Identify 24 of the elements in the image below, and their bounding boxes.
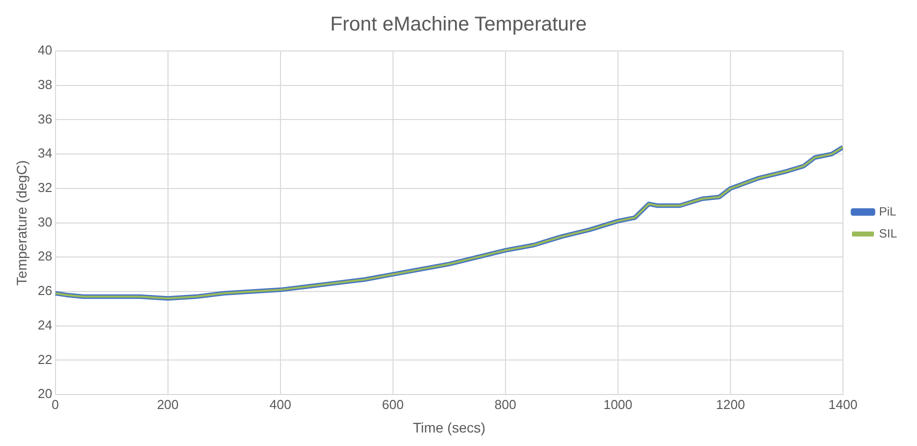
x-tick-label: 1400 <box>828 396 858 412</box>
y-tick-label: 38 <box>38 76 52 92</box>
x-tick-label: 600 <box>382 396 404 412</box>
legend-label: PiL <box>878 204 897 218</box>
x-tick-label: 1200 <box>716 396 745 412</box>
x-tick-label: 400 <box>269 396 292 412</box>
y-tick-label: 40 <box>38 42 52 58</box>
x-tick-label: 200 <box>156 396 179 412</box>
y-tick-label: 28 <box>38 248 52 264</box>
x-axis-title: Time (secs) <box>412 419 486 436</box>
y-tick-label: 26 <box>38 283 52 298</box>
x-tick-label: 800 <box>494 396 516 412</box>
y-tick-label: 36 <box>38 111 52 126</box>
legend-label: SIL <box>878 226 898 240</box>
y-tick-label: 20 <box>38 386 52 402</box>
x-tick-label: 0 <box>52 396 59 412</box>
y-tick-label: 30 <box>38 214 52 230</box>
y-axis-title: Temperature (degC) <box>13 160 30 286</box>
y-tick-label: 32 <box>38 180 52 196</box>
y-tick-label: 22 <box>38 352 52 367</box>
chart-title: Front eMachine Temperature <box>330 14 587 36</box>
y-tick-label: 34 <box>38 146 52 161</box>
y-tick-label: 24 <box>38 317 52 332</box>
x-tick-label: 1000 <box>603 396 632 412</box>
